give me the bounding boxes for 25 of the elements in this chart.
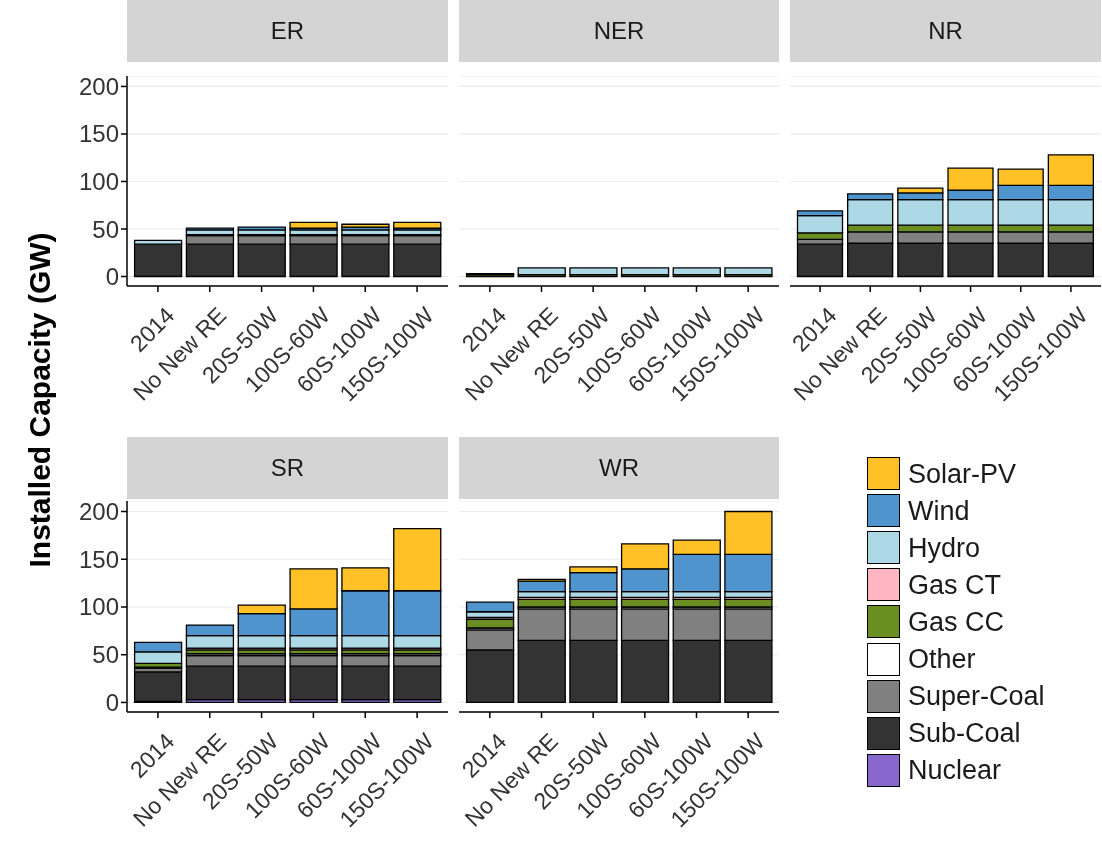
legend-label: Solar-PV (908, 458, 1017, 489)
legend-label: Gas CT (908, 569, 1002, 600)
y-tick-label: 150 (78, 120, 119, 148)
y-tick-label: 100 (78, 593, 119, 621)
legend-label: Sub-Coal (908, 718, 1021, 749)
chart-title: WR (599, 454, 639, 482)
y-tick-label: 50 (92, 641, 119, 669)
legend-label: Gas CC (908, 606, 1005, 637)
y-tick-label: 200 (78, 72, 119, 100)
y-axis-title: Installed Capacity (GW) (23, 232, 57, 568)
y-tick-label: 50 (92, 215, 119, 243)
legend-label: Wind (908, 495, 970, 526)
legend-label: Nuclear (908, 755, 1002, 786)
y-tick-label: 0 (105, 263, 119, 291)
y-tick-label: 100 (78, 168, 119, 195)
y-tick-label: 200 (78, 498, 119, 526)
legend-label: Super-Coal (908, 681, 1045, 712)
chart-title: NR (928, 17, 963, 45)
y-tick-label: 150 (78, 545, 119, 573)
chart-title: SR (270, 454, 305, 482)
chart-title: NER (593, 17, 645, 45)
legend-label: Other (908, 644, 976, 675)
y-tick-label: 0 (105, 688, 119, 716)
legend-label: Hydro (908, 532, 981, 563)
chart-title: ER (270, 17, 305, 45)
